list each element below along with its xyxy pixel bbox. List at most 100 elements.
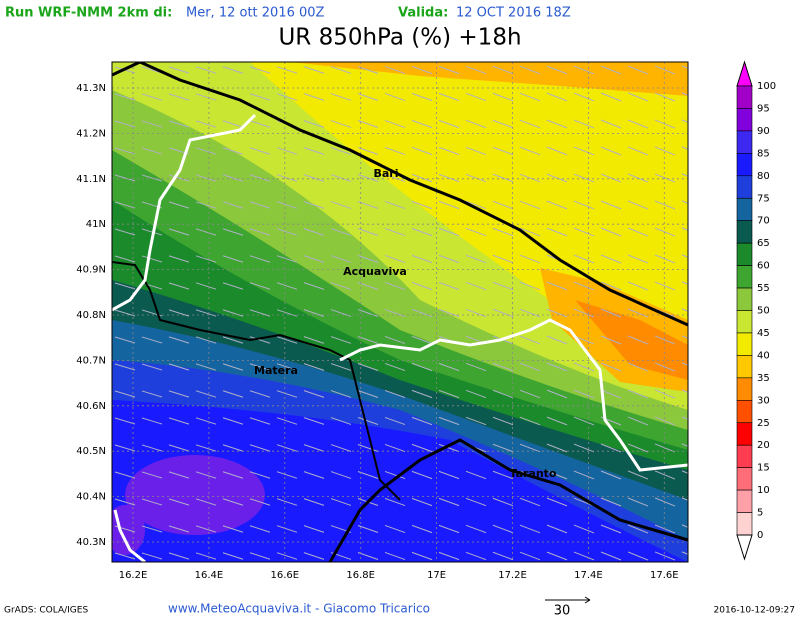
wind-vector [276, 255, 298, 263]
wind-vector [168, 363, 190, 371]
wind-vector [492, 416, 514, 426]
wind-vector [357, 93, 379, 101]
wind-vector [195, 471, 217, 479]
wind-vector [303, 147, 325, 155]
wind-vector [627, 281, 649, 291]
wind-vector [492, 443, 514, 453]
region-border [112, 113, 257, 312]
wind-vector [492, 389, 514, 399]
wind-vector [384, 389, 406, 399]
colorbar-label: 90 [757, 126, 770, 137]
wind-vector [168, 255, 190, 263]
wind-vector [465, 254, 487, 264]
wind-vector [438, 416, 460, 426]
wind-vector [681, 119, 688, 123]
wind-vector [411, 524, 433, 534]
colorbar-label: 55 [757, 283, 770, 294]
wind-vector [627, 65, 649, 75]
wind-vector [492, 227, 514, 237]
wind-vector [195, 174, 217, 182]
wind-vector [573, 524, 595, 534]
colorbar-swatch [736, 242, 753, 266]
wind-vector [411, 200, 433, 210]
wind-vector [519, 119, 541, 129]
wind-vector [222, 525, 244, 533]
y-axis-label: 41N [86, 219, 106, 230]
wind-vector [627, 470, 649, 480]
wind-vector [141, 255, 163, 263]
wind-vector [249, 120, 271, 128]
wind-vector [573, 389, 595, 399]
wind-vector [681, 497, 688, 501]
wind-vector [141, 174, 163, 182]
x-axis-label: 17.6E [650, 570, 679, 581]
wind-vector [573, 227, 595, 237]
wind-vector [384, 362, 406, 372]
y-axis-label: 40.5N [76, 446, 106, 457]
wind-vector [330, 201, 352, 209]
wind-vector [357, 363, 379, 371]
colorbar-swatch [736, 175, 753, 199]
wind-vector [141, 120, 163, 128]
wind-vector [222, 201, 244, 209]
wind-vector [546, 308, 568, 318]
x-axis-label: 17.4E [574, 570, 603, 581]
wind-vector [303, 309, 325, 317]
wind-vector [384, 254, 406, 264]
wind-vector [546, 362, 568, 372]
wind-vectors [114, 65, 688, 561]
wind-vector [303, 444, 325, 452]
wind-vector [168, 282, 190, 290]
wind-vector [222, 147, 244, 155]
wind-vector [438, 551, 460, 561]
wind-vector [411, 551, 433, 561]
wind-vector [195, 201, 217, 209]
wind-vector [654, 335, 676, 345]
colorbar-swatch [736, 287, 753, 311]
wind-vector [438, 524, 460, 534]
wind-vector [114, 390, 136, 398]
wind-vector [195, 282, 217, 290]
wind-vector [546, 443, 568, 453]
colorbar-swatch [736, 467, 753, 491]
wind-vector [249, 444, 271, 452]
wind-vector [276, 93, 298, 101]
wind-vector [546, 389, 568, 399]
wind-vector [141, 390, 163, 398]
colorbar-label: 20 [757, 440, 770, 451]
wind-vector [681, 92, 688, 96]
wind-vector [168, 417, 190, 425]
colorbar-swatch [736, 130, 753, 154]
wind-vector [249, 309, 271, 317]
wind-vector [546, 200, 568, 210]
colorbar-swatch [736, 265, 753, 289]
y-axis-label: 40.3N [76, 537, 106, 548]
wind-vector [573, 308, 595, 318]
wind-vector [411, 389, 433, 399]
wind-vector [681, 65, 688, 69]
wind-vector [438, 281, 460, 291]
wind-vector [627, 146, 649, 156]
wind-vector [438, 308, 460, 318]
colorbar-cap [736, 60, 753, 87]
band [112, 505, 145, 555]
wind-vector [411, 119, 433, 129]
colorbar-label: 65 [757, 238, 770, 249]
wind-vector [384, 200, 406, 210]
wind-vector [573, 173, 595, 183]
wind-vector [573, 65, 595, 75]
wind-vector [681, 362, 688, 366]
colorbar-swatch [736, 444, 753, 468]
wind-vector [627, 254, 649, 264]
wind-vector [681, 443, 688, 447]
x-axis-label: 16.4E [195, 570, 224, 581]
wind-vector [654, 362, 676, 372]
wind-vector [546, 146, 568, 156]
wind-vector [303, 471, 325, 479]
wind-vector [519, 146, 541, 156]
wind-vector [492, 524, 514, 534]
wind-vector [168, 174, 190, 182]
wind-vector [600, 65, 622, 75]
wind-vector [357, 147, 379, 155]
wind-vector [141, 552, 163, 560]
